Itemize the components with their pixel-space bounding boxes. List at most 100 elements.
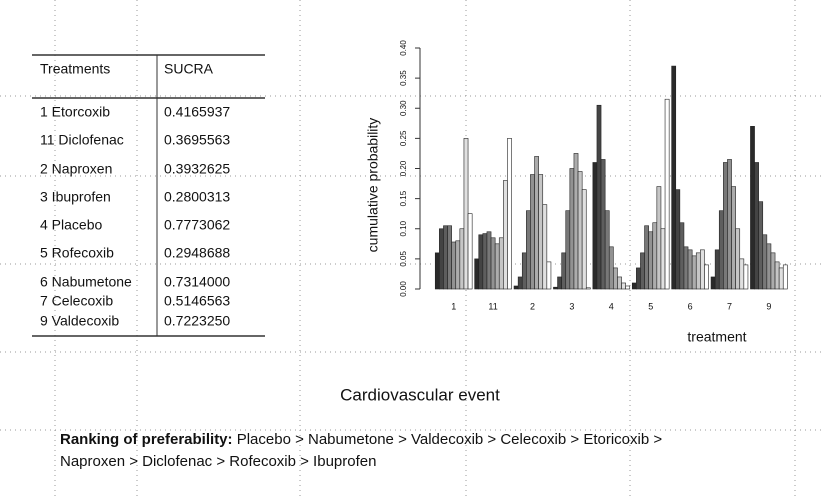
y-axis-label: cumulative probability bbox=[365, 118, 381, 253]
bar bbox=[683, 246, 689, 290]
bar bbox=[542, 204, 548, 290]
bar bbox=[517, 276, 523, 290]
bar bbox=[538, 174, 544, 290]
table-rules bbox=[32, 54, 265, 337]
bar bbox=[723, 162, 728, 290]
bar bbox=[644, 225, 649, 290]
table-cell: 0.7223250 bbox=[164, 313, 230, 329]
bar bbox=[577, 171, 583, 290]
bar bbox=[608, 246, 614, 290]
y-tick-label: 0.35 bbox=[399, 70, 408, 86]
ranking-line: Ranking of preferability: Placebo > Nabu… bbox=[60, 431, 662, 448]
bar bbox=[434, 252, 440, 290]
bar bbox=[660, 228, 666, 290]
bar bbox=[700, 249, 705, 290]
bar bbox=[656, 186, 662, 290]
bar bbox=[455, 240, 461, 290]
bar bbox=[596, 104, 602, 290]
x-tick-label: 5 bbox=[648, 301, 653, 311]
bar bbox=[503, 180, 508, 290]
table-cell: 4 Placebo bbox=[40, 217, 102, 233]
bar bbox=[648, 231, 654, 290]
bar bbox=[675, 189, 681, 290]
table-cell: 0.3932625 bbox=[164, 161, 230, 177]
bar bbox=[687, 249, 693, 290]
bar bbox=[621, 282, 626, 290]
bar bbox=[625, 285, 631, 290]
bar bbox=[766, 243, 772, 290]
bar bbox=[762, 234, 768, 290]
bar bbox=[553, 286, 558, 290]
table-cell: 0.7314000 bbox=[164, 274, 230, 290]
bar bbox=[573, 153, 579, 290]
x-tick-label: 3 bbox=[569, 301, 574, 311]
bar bbox=[600, 159, 606, 290]
bar bbox=[754, 162, 759, 290]
bar bbox=[451, 241, 457, 290]
y-tick-label: 0.40 bbox=[399, 40, 408, 56]
bar bbox=[459, 228, 465, 290]
table-cell: 2 Naproxen bbox=[40, 161, 112, 177]
caption: Cardiovascular event bbox=[340, 385, 500, 404]
table-cell: 11 Diclofenac bbox=[40, 132, 124, 148]
bar bbox=[490, 237, 496, 290]
y-tick-label: 0.15 bbox=[399, 190, 408, 206]
ranking-text: Placebo > Nabumetone > Valdecoxib > Cele… bbox=[237, 431, 663, 448]
table-cell: 0.2948688 bbox=[164, 245, 230, 261]
bar bbox=[679, 222, 685, 290]
bar bbox=[714, 249, 720, 290]
y-tick-label: 0.20 bbox=[399, 160, 408, 176]
table-cell: 9 Valdecoxib bbox=[40, 313, 119, 329]
x-tick-label: 2 bbox=[530, 301, 535, 311]
bar bbox=[494, 243, 500, 290]
bar bbox=[758, 201, 764, 290]
bar bbox=[534, 156, 539, 290]
bar bbox=[467, 213, 473, 290]
table-cell: 1 Etorcoxib bbox=[40, 104, 110, 120]
bar bbox=[770, 252, 776, 290]
bar bbox=[631, 282, 637, 290]
bar bbox=[565, 210, 571, 290]
table-cell: 5 Rofecoxib bbox=[40, 245, 114, 261]
bar bbox=[604, 210, 610, 290]
bar bbox=[691, 255, 697, 290]
table-cell: 7 Celecoxib bbox=[40, 293, 113, 309]
table-cell: 0.4165937 bbox=[164, 104, 230, 120]
x-tick-label: 11 bbox=[488, 301, 497, 311]
bar bbox=[640, 252, 645, 290]
y-tick-label: 0.05 bbox=[399, 251, 408, 267]
bar bbox=[731, 186, 736, 290]
x-tick-label: 6 bbox=[688, 301, 693, 311]
bar bbox=[526, 210, 531, 290]
table-body: 1 Etorcoxib 0.4165937 11 Diclofenac 0.36955… bbox=[40, 104, 230, 329]
bar bbox=[671, 65, 677, 290]
bar bbox=[664, 98, 670, 290]
bar bbox=[474, 258, 480, 290]
x-axis-label: treatment bbox=[687, 329, 746, 345]
bar bbox=[513, 285, 519, 290]
bar bbox=[782, 264, 788, 290]
bar bbox=[617, 276, 622, 290]
table-cell: 0.5146563 bbox=[164, 293, 230, 309]
table-cell: 0.2800313 bbox=[164, 189, 230, 205]
bar bbox=[486, 231, 492, 290]
bar bbox=[592, 162, 598, 290]
bar bbox=[507, 138, 512, 290]
x-tick-label: 7 bbox=[727, 301, 732, 311]
bar bbox=[750, 126, 755, 290]
bar bbox=[530, 174, 535, 290]
bar bbox=[498, 237, 504, 290]
x-tick-label: 4 bbox=[609, 301, 614, 311]
bar bbox=[636, 267, 641, 290]
ranking-label: Ranking of preferability: bbox=[60, 431, 233, 448]
y-tick-label: 0.00 bbox=[399, 281, 408, 297]
bar bbox=[546, 261, 552, 290]
bar bbox=[581, 189, 587, 290]
bar bbox=[439, 228, 444, 290]
bar bbox=[704, 264, 709, 290]
bar bbox=[613, 267, 618, 290]
table-cell: 0.7773062 bbox=[164, 217, 230, 233]
y-tick-label: 0.10 bbox=[399, 220, 408, 236]
ranking-text: Naproxen > Diclofenac > Rofecoxib > Ibup… bbox=[60, 453, 376, 470]
